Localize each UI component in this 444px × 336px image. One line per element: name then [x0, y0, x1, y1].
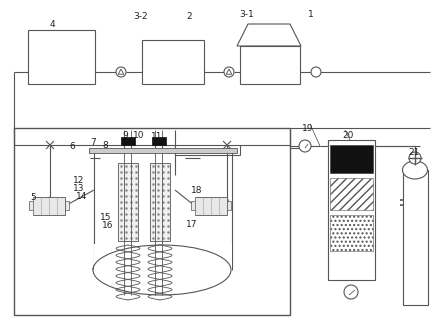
- Text: 4: 4: [50, 20, 56, 29]
- Text: 13: 13: [73, 184, 84, 193]
- Bar: [403, 170, 428, 305]
- Text: 3-1: 3-1: [239, 10, 254, 19]
- Text: 9: 9: [122, 131, 128, 140]
- Text: 14: 14: [76, 192, 87, 201]
- Text: 10: 10: [133, 131, 144, 140]
- Circle shape: [116, 67, 126, 77]
- Bar: [94, 244, 232, 270]
- Bar: [330, 215, 373, 251]
- Circle shape: [409, 152, 421, 164]
- Bar: [14, 128, 290, 315]
- Text: 21: 21: [408, 148, 420, 157]
- Text: 15: 15: [100, 213, 111, 222]
- Text: 18: 18: [191, 186, 202, 195]
- Bar: [89, 148, 237, 153]
- Bar: [33, 197, 65, 215]
- Bar: [29, 201, 33, 210]
- Text: 12: 12: [73, 176, 84, 185]
- Bar: [150, 163, 170, 241]
- Text: 1: 1: [308, 10, 314, 19]
- Text: 3-2: 3-2: [133, 12, 147, 21]
- Text: 8: 8: [102, 141, 108, 150]
- Bar: [328, 140, 375, 280]
- Bar: [195, 197, 227, 215]
- Bar: [118, 163, 138, 241]
- Text: 19: 19: [302, 124, 313, 133]
- Circle shape: [311, 67, 321, 77]
- Ellipse shape: [93, 245, 231, 295]
- Bar: [28, 30, 95, 84]
- Bar: [142, 40, 204, 84]
- Bar: [330, 145, 373, 173]
- Circle shape: [224, 67, 234, 77]
- Bar: [227, 201, 231, 210]
- Text: 6: 6: [69, 142, 75, 151]
- Bar: [191, 201, 195, 210]
- Text: 20: 20: [342, 131, 353, 140]
- Bar: [152, 137, 166, 145]
- Bar: [240, 46, 300, 84]
- Circle shape: [299, 140, 311, 152]
- Text: 5: 5: [30, 193, 36, 202]
- Text: 11: 11: [151, 132, 163, 141]
- Text: 16: 16: [102, 221, 114, 230]
- Ellipse shape: [403, 161, 428, 179]
- Text: 2: 2: [186, 12, 192, 21]
- Bar: [330, 178, 373, 210]
- Bar: [65, 201, 69, 210]
- Text: 7: 7: [90, 138, 96, 147]
- Text: 17: 17: [186, 220, 198, 229]
- Bar: [121, 137, 135, 145]
- Circle shape: [344, 285, 358, 299]
